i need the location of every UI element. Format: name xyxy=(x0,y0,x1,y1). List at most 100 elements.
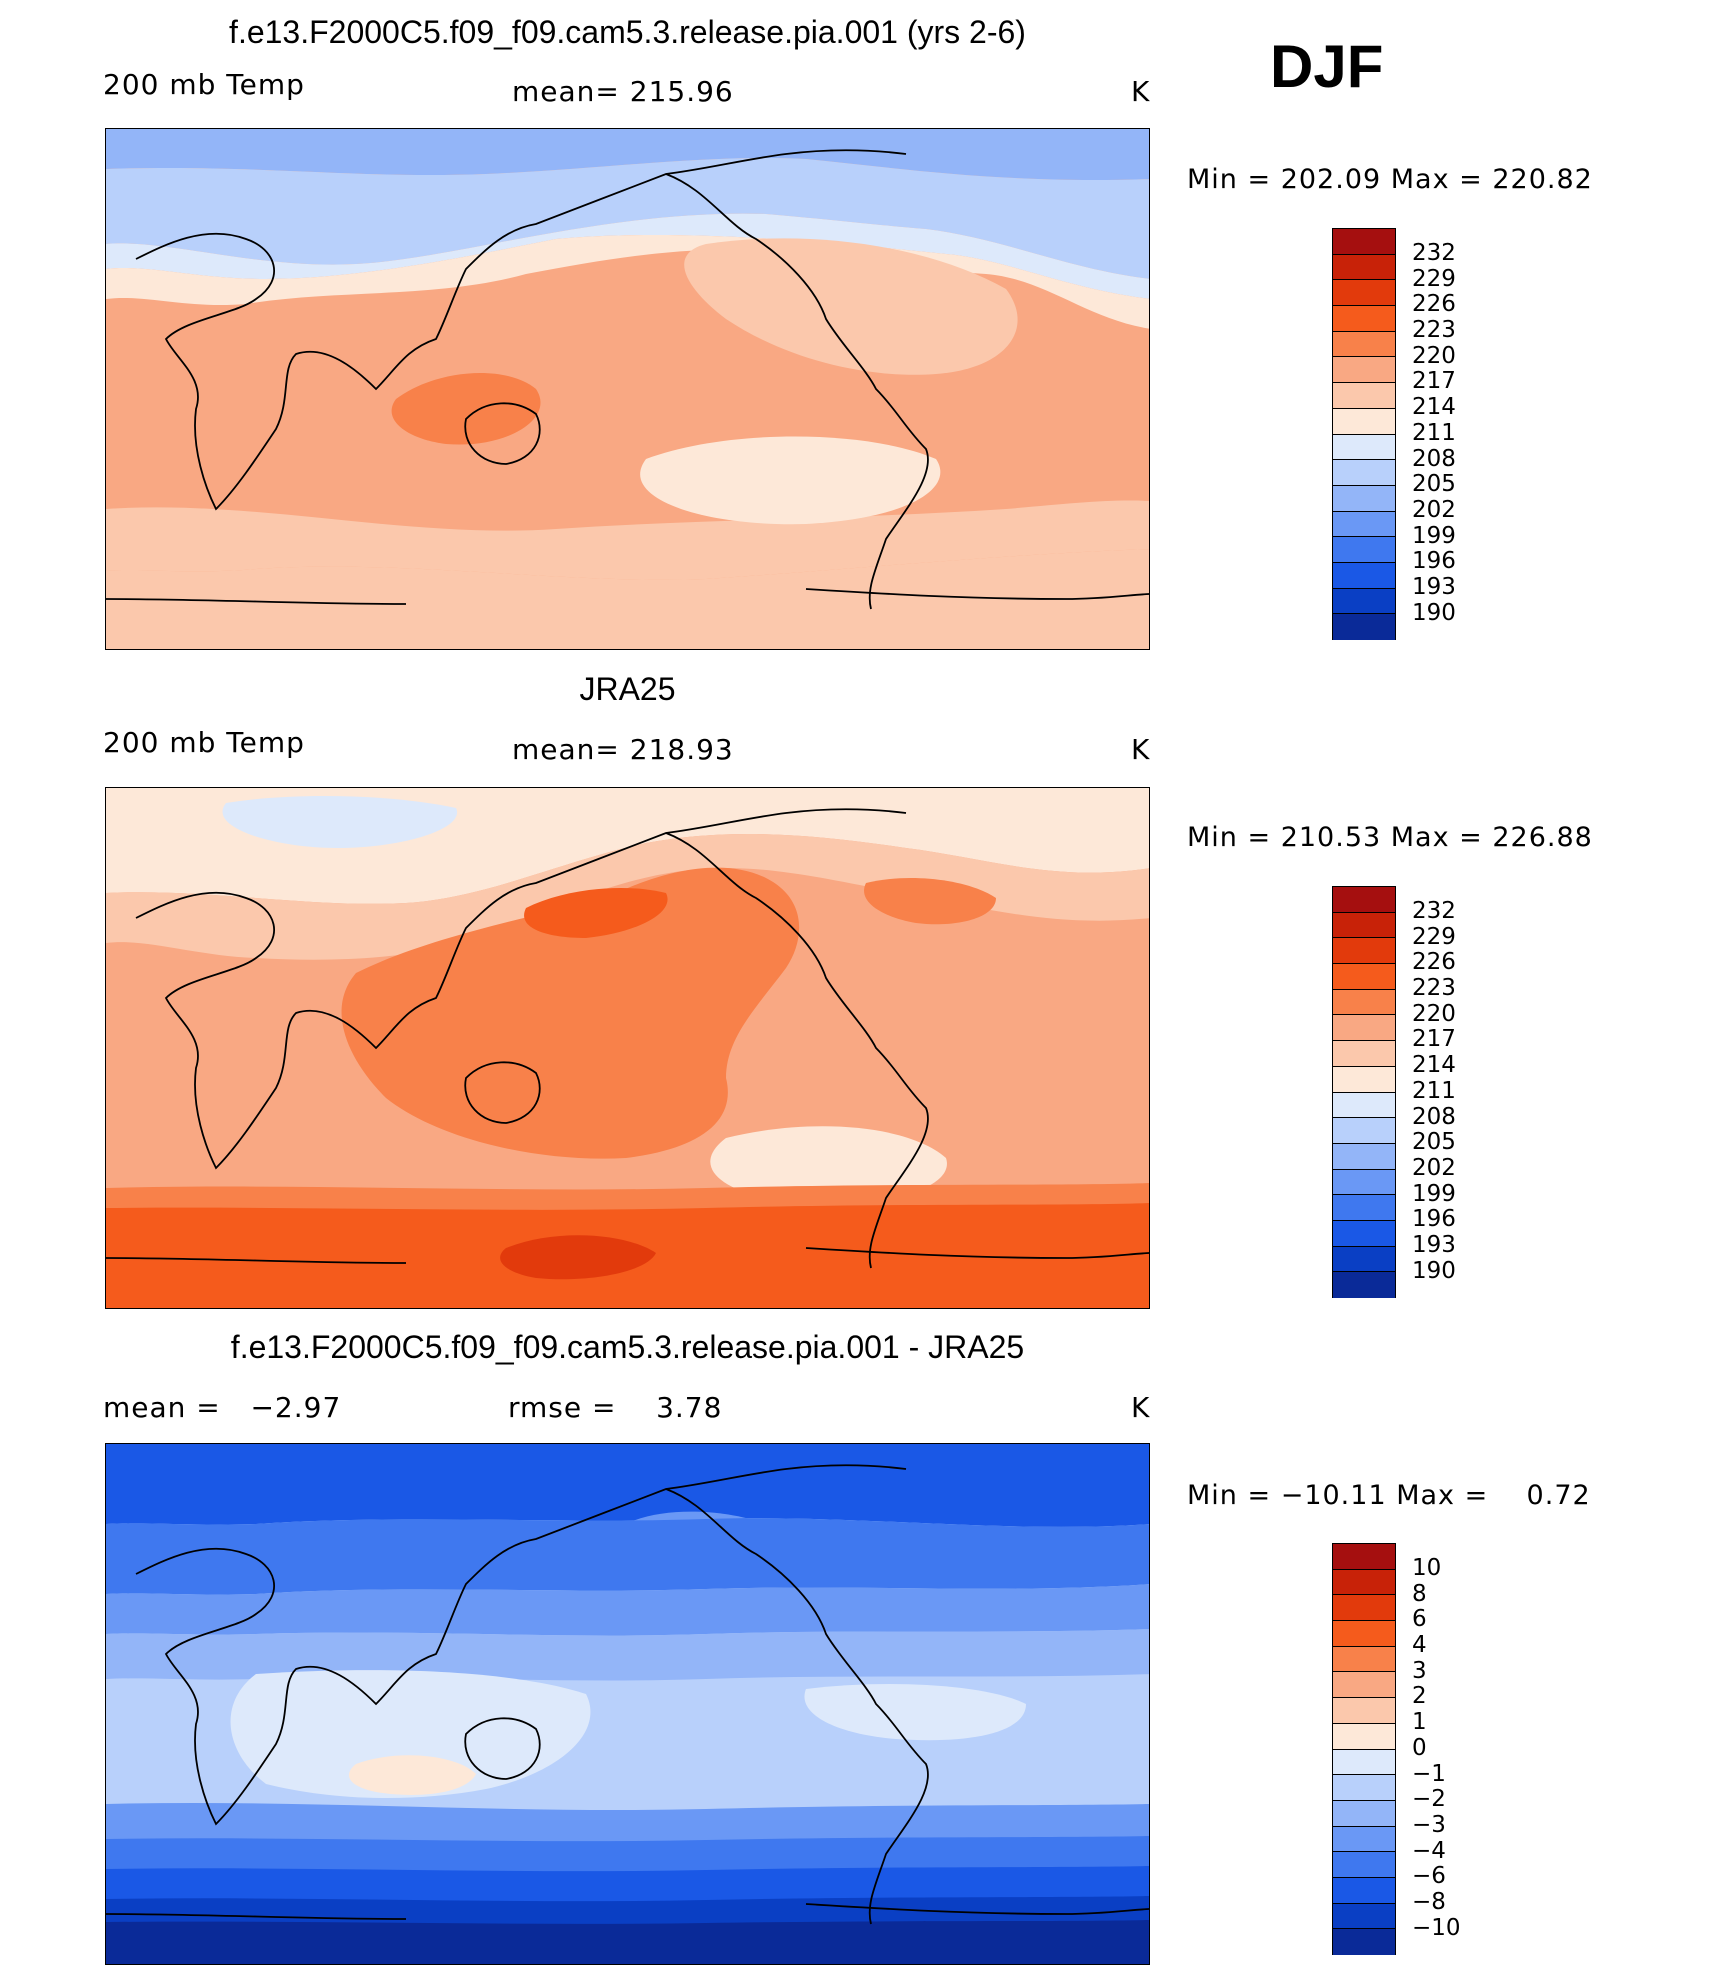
colorbar-swatch xyxy=(1333,306,1395,332)
panel-2-hot-patch-antarctic xyxy=(500,1235,656,1280)
colorbar-swatch xyxy=(1333,989,1395,1016)
colorbar-tick-label: 196 xyxy=(1412,1206,1456,1233)
colorbar-swatch xyxy=(1333,229,1395,255)
panel-3-band-n2 xyxy=(106,1584,1149,1636)
panel-3-south-band-3 xyxy=(106,1866,1149,1904)
colorbar-swatch xyxy=(1333,1698,1395,1724)
panel-3-south-band-5 xyxy=(106,1920,1149,1964)
panel-2-colorbar-ticks: 232 229 226 223 220 217 214 211 208 205 202 199 196 1… xyxy=(1412,898,1456,1284)
panel-3-band-n3 xyxy=(106,1629,1149,1681)
panel-1-minmax: Min = 202.09 Max = 220.82 xyxy=(1187,164,1593,195)
panel-3-colorbar-ticks: 10 8 6 4 3 2 1 0 −1 −2 −3 −4 −6 −8 −10 xyxy=(1412,1555,1461,1941)
panel-3-title: f.e13.F2000C5.f09_f09.cam5.3.release.pia… xyxy=(230,1329,1025,1365)
panel-3-polar-north xyxy=(106,1444,1149,1527)
colorbar-tick-label: 193 xyxy=(1412,1231,1456,1258)
panel-1-hot-patch-aus xyxy=(391,372,541,445)
colorbar-swatch xyxy=(1333,1041,1395,1067)
colorbar-swatch xyxy=(1333,331,1395,358)
colorbar-tick-label: 193 xyxy=(1412,573,1456,600)
colorbar-swatch xyxy=(1333,1929,1395,1955)
colorbar-swatch xyxy=(1333,357,1395,384)
colorbar-tick-label: 223 xyxy=(1412,317,1456,344)
panel-1-polar-north xyxy=(106,129,1149,180)
panel-2-minmax: Min = 210.53 Max = 226.88 xyxy=(1187,822,1593,853)
colorbar-tick-label: 202 xyxy=(1412,496,1456,523)
panel-1-cool-patch-sp xyxy=(640,436,941,525)
panel-1-warm-patch-na xyxy=(684,238,1018,375)
colorbar-swatch xyxy=(1333,280,1395,307)
colorbar-tick-label: −6 xyxy=(1412,1863,1446,1890)
panel-1-title: f.e13.F2000C5.f09_f09.cam5.3.release.pia… xyxy=(229,14,1026,50)
colorbar-tick-label: 205 xyxy=(1412,1129,1456,1156)
panel-1-mean-label: mean= 215.96 xyxy=(512,75,734,108)
colorbar-swatch xyxy=(1333,562,1395,589)
colorbar-tick-label: −4 xyxy=(1412,1837,1446,1864)
panel-1-units: K xyxy=(1131,75,1151,108)
panel-1-coastlines xyxy=(106,149,1149,610)
colorbar-swatch xyxy=(1333,1826,1395,1853)
panel-1-left-label: 200 mb Temp xyxy=(103,68,305,101)
colorbar-tick-label: 232 xyxy=(1412,240,1456,266)
colorbar-swatch xyxy=(1333,1143,1395,1170)
colorbar-swatch xyxy=(1333,537,1395,563)
panel-3-mean-label: mean = −2.97 xyxy=(103,1391,342,1424)
colorbar-tick-label: 220 xyxy=(1412,342,1456,369)
colorbar-swatch xyxy=(1333,511,1395,538)
colorbar-swatch xyxy=(1333,614,1395,640)
panel-2-map-plot xyxy=(106,788,1149,1308)
colorbar-swatch xyxy=(1333,434,1395,461)
colorbar-swatch xyxy=(1333,912,1395,939)
colorbar-tick-label: 229 xyxy=(1412,923,1456,950)
colorbar-tick-label: 211 xyxy=(1412,419,1456,446)
panel-1-south-band-1 xyxy=(106,500,1149,580)
colorbar-tick-label: 2 xyxy=(1412,1683,1427,1710)
colorbar-tick-label: 223 xyxy=(1412,975,1456,1002)
colorbar-tick-label: 226 xyxy=(1412,949,1456,976)
colorbar-tick-label: 208 xyxy=(1412,1103,1456,1130)
colorbar-swatch xyxy=(1333,1749,1395,1776)
colorbar-swatch xyxy=(1333,1066,1395,1093)
colorbar-tick-label: −1 xyxy=(1412,1760,1446,1787)
colorbar-swatch xyxy=(1333,1800,1395,1827)
panel-1-colorbar xyxy=(1332,228,1396,640)
panel-3-trop-patch xyxy=(230,1670,591,1799)
colorbar-swatch xyxy=(1333,1092,1395,1119)
colorbar-tick-label: 217 xyxy=(1412,1026,1456,1053)
panel-3-coastlines xyxy=(106,1464,1149,1925)
colorbar-swatch xyxy=(1333,1621,1395,1647)
panel-2-cool-patch-sp xyxy=(710,1126,947,1204)
colorbar-swatch xyxy=(1333,1195,1395,1221)
panel-3-south-band-2 xyxy=(106,1836,1149,1874)
colorbar-tick-label: 3 xyxy=(1412,1657,1427,1684)
colorbar-tick-label: 6 xyxy=(1412,1606,1427,1633)
colorbar-tick-label: 10 xyxy=(1412,1555,1442,1581)
colorbar-swatch xyxy=(1333,460,1395,486)
colorbar-swatch xyxy=(1333,1877,1395,1904)
colorbar-tick-label: 202 xyxy=(1412,1154,1456,1181)
colorbar-swatch xyxy=(1333,1646,1395,1673)
season-label: DJF xyxy=(1270,33,1384,100)
colorbar-tick-label: 214 xyxy=(1412,394,1456,421)
colorbar-swatch xyxy=(1333,1672,1395,1699)
colorbar-tick-label: 199 xyxy=(1412,522,1456,549)
panel-2-map xyxy=(105,787,1150,1309)
panel-1-map-plot xyxy=(106,129,1149,649)
colorbar-swatch xyxy=(1333,1015,1395,1042)
colorbar-tick-label: 205 xyxy=(1412,471,1456,498)
colorbar-swatch xyxy=(1333,1903,1395,1930)
colorbar-swatch xyxy=(1333,588,1395,615)
panel-2-hot-patch-na xyxy=(864,878,996,925)
colorbar-tick-label: 229 xyxy=(1412,265,1456,292)
colorbar-swatch xyxy=(1333,485,1395,512)
colorbar-tick-label: −10 xyxy=(1412,1914,1461,1941)
colorbar-tick-label: 208 xyxy=(1412,445,1456,472)
panel-2-left-label: 200 mb Temp xyxy=(103,726,305,759)
panel-2-colorbar xyxy=(1332,886,1396,1298)
colorbar-tick-label: −2 xyxy=(1412,1786,1446,1813)
panel-2-coastlines xyxy=(106,808,1149,1269)
colorbar-tick-label: 8 xyxy=(1412,1580,1427,1607)
colorbar-tick-label: −8 xyxy=(1412,1888,1446,1915)
panel-3-units: K xyxy=(1131,1391,1151,1424)
colorbar-swatch xyxy=(1333,1852,1395,1878)
colorbar-tick-label: 190 xyxy=(1412,599,1456,626)
